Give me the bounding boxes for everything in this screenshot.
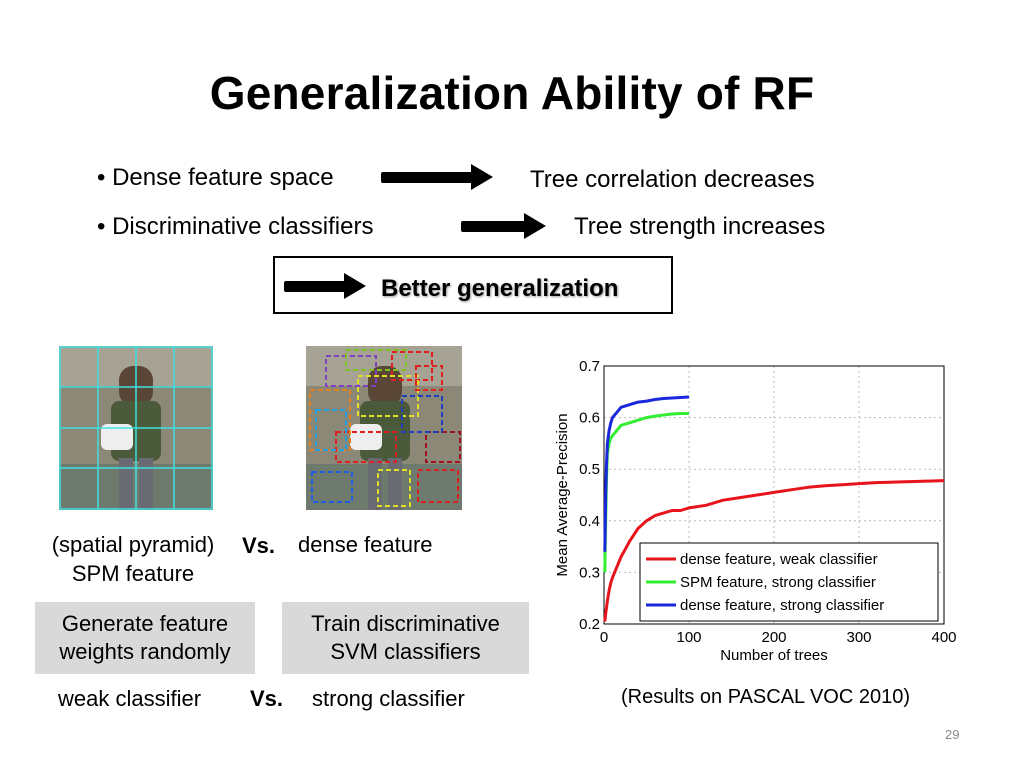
arrow-head-icon — [524, 213, 546, 239]
y-tick-label: 0.6 — [579, 410, 600, 427]
bullet-result-strength: Tree strength increases — [574, 213, 826, 240]
x-tick-label: 100 — [676, 629, 701, 646]
series-line-3 — [603, 395, 690, 552]
dense-feature-photo — [306, 346, 462, 510]
page-number: 29 — [945, 727, 960, 742]
bullet-discriminative: • Discriminative classifiers — [97, 213, 374, 240]
chart-ticks: 0 100 200 300 400 0.2 0.3 0.4 0.5 0.6 0.7 — [579, 358, 956, 646]
svm-classifiers-line2: SVM classifiers — [330, 639, 481, 664]
y-tick-label: 0.3 — [579, 564, 600, 581]
random-weights-box: Generate feature weights randomly — [35, 602, 255, 674]
legend-label-3: dense feature, strong classifier — [680, 597, 884, 614]
y-tick-label: 0.5 — [579, 461, 600, 478]
dense-boxes-illustration — [306, 346, 462, 510]
chart-series — [603, 395, 945, 622]
bullet-dense-feature: • Dense feature space — [97, 164, 334, 191]
svm-classifiers-line1: Train discriminative — [311, 611, 500, 636]
arrow-head-icon — [344, 273, 366, 299]
arrow-head-icon — [471, 164, 493, 190]
y-tick-label: 0.4 — [579, 513, 600, 530]
slide-title: Generalization Ability of RF — [209, 67, 815, 119]
y-tick-label: 0.2 — [579, 616, 600, 633]
x-tick-label: 200 — [761, 629, 786, 646]
series-line-1 — [603, 479, 945, 622]
conclusion-text: Better generalization — [381, 275, 619, 302]
chart-legend: dense feature, weak classifier SPM featur… — [639, 542, 939, 622]
y-axis-label: Mean Average-Precision — [554, 413, 571, 576]
bullet-result-correlation: Tree correlation decreases — [530, 166, 815, 193]
results-note: (Results on PASCAL VOC 2010) — [621, 686, 911, 708]
vs-label-top: Vs. — [242, 533, 276, 558]
x-tick-label: 300 — [846, 629, 871, 646]
spm-grid-photo — [59, 346, 213, 510]
svm-classifiers-box: Train discriminative SVM classifiers — [282, 602, 529, 674]
conclusion-box — [273, 256, 673, 314]
random-weights-line2: weights randomly — [59, 639, 231, 664]
plot-frame — [603, 365, 945, 625]
arrow-right-icon — [284, 281, 346, 292]
vs-label-bottom: Vs. — [250, 686, 284, 711]
x-tick-label: 400 — [931, 629, 956, 646]
legend-label-2: SPM feature, strong classifier — [680, 574, 876, 591]
strong-classifier-label: strong classifier — [312, 686, 465, 711]
map-vs-trees-chart: 0 100 200 300 400 0.2 0.3 0.4 0.5 0.6 0.7 dense fe… — [554, 358, 957, 664]
y-tick-label: 0.7 — [579, 358, 600, 375]
spm-caption-line2: SPM feature — [71, 561, 195, 586]
legend-label-1: dense feature, weak classifier — [680, 551, 878, 568]
weak-classifier-label: weak classifier — [58, 686, 202, 711]
arrow-right-icon — [381, 172, 473, 183]
x-tick-label: 0 — [600, 629, 608, 646]
legend-box — [639, 542, 939, 622]
random-weights-line1: Generate feature — [61, 611, 229, 636]
arrow-right-icon — [461, 221, 526, 232]
spm-caption-line1: (spatial pyramid) — [51, 532, 215, 557]
x-axis-label: Number of trees — [720, 647, 828, 664]
spm-grid-illustration — [59, 346, 213, 510]
dense-feature-caption: dense feature — [298, 532, 433, 557]
